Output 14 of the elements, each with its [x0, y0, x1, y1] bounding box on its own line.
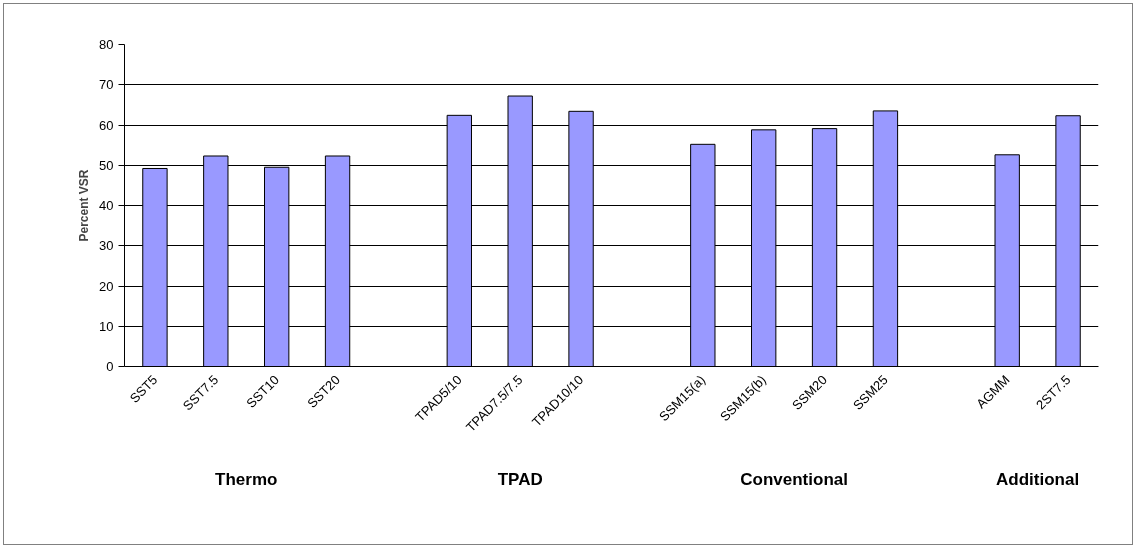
y-tick-label: 80 [99, 37, 114, 52]
text: Thermo [215, 469, 278, 489]
y-tick-label: 20 [99, 278, 114, 294]
text: Conventional [740, 469, 848, 489]
y-tick-label: 70 [99, 77, 114, 93]
y-tick-label: 50 [99, 157, 114, 173]
y-tick-label: 40 [99, 198, 114, 213]
text: Additional [996, 469, 1080, 489]
text: TPAD [497, 469, 543, 489]
y-tick-label: 10 [99, 318, 114, 334]
y-axis-title: Percent VSR [77, 169, 92, 242]
y-tick-label: 0 [106, 359, 114, 374]
y-tick-label: 60 [99, 117, 114, 133]
y-tick-label: 30 [99, 238, 114, 254]
